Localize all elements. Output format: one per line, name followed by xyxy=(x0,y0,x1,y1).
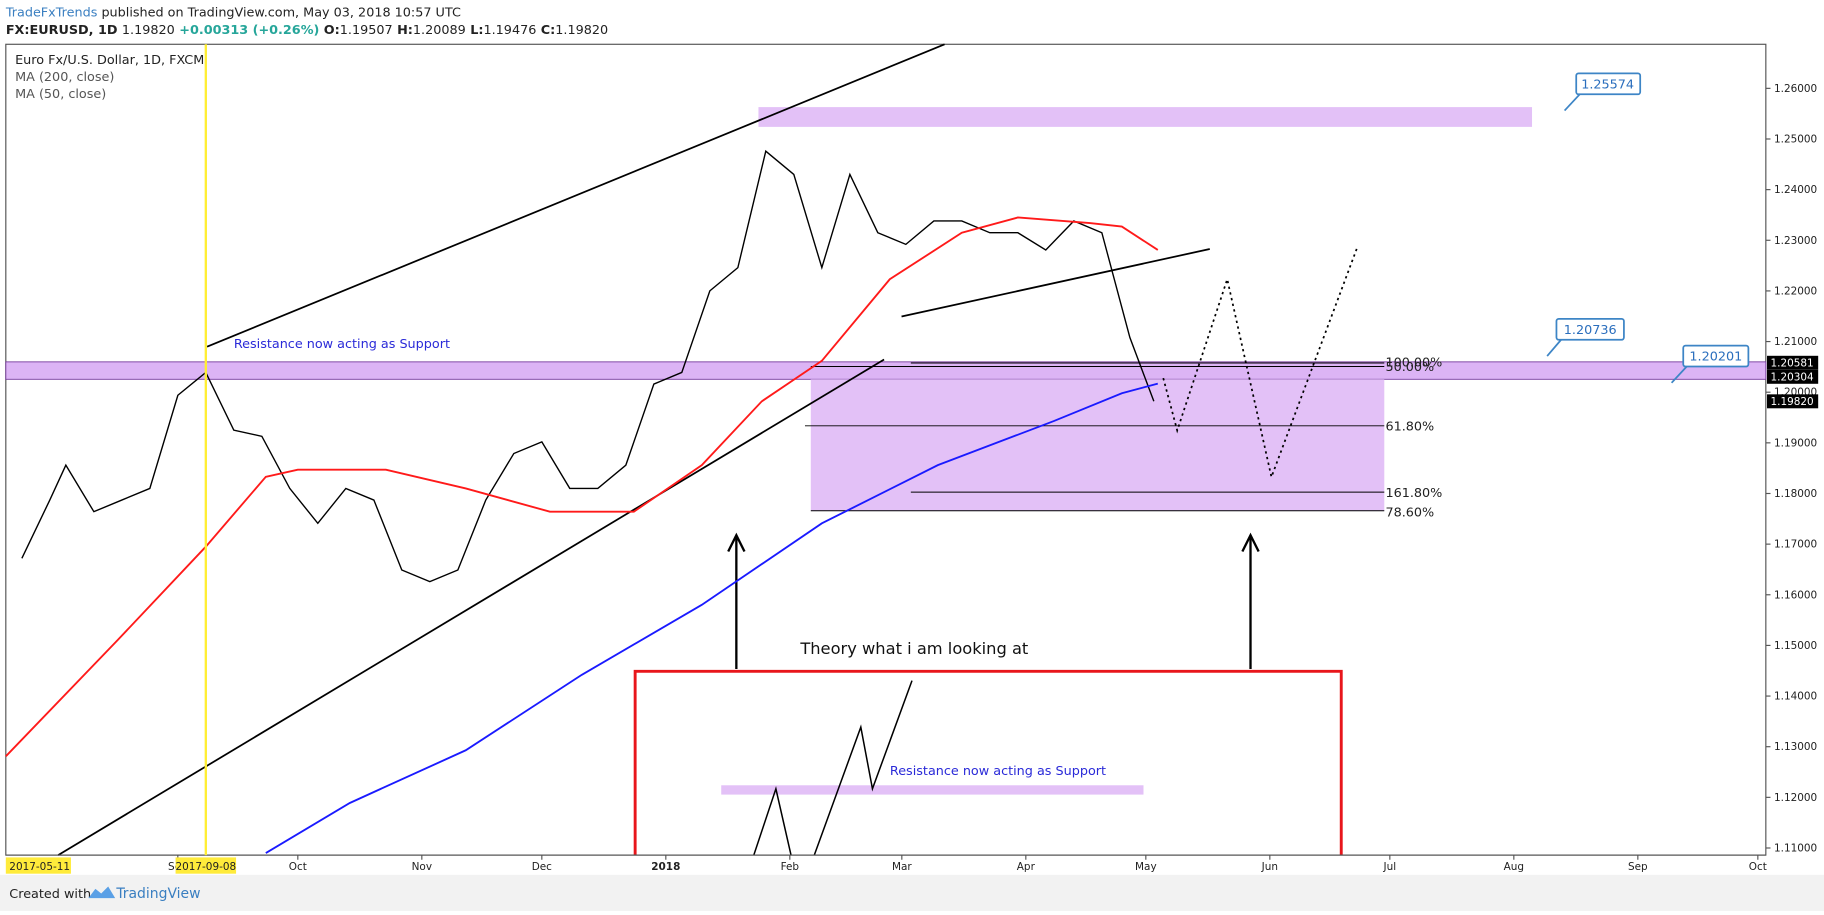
theory-path xyxy=(753,785,792,856)
published: published on TradingView.com, May 03, 20… xyxy=(101,5,461,20)
callout: 1.25574 xyxy=(1581,77,1634,92)
ohlc-value: 1.19476 xyxy=(483,23,536,38)
annotation: Resistance now acting as Support xyxy=(234,337,450,352)
x-tick-label: Dec xyxy=(532,861,552,873)
fib-label: 100.00% xyxy=(1385,356,1442,371)
theory-path xyxy=(813,680,913,856)
fib-lines xyxy=(804,362,1385,512)
arrow-head xyxy=(1241,532,1260,552)
header-line: TradeFxTrends published on TradingView.c… xyxy=(5,5,461,20)
channel-top xyxy=(206,43,945,348)
ohlc-value: 1.19820 xyxy=(555,23,608,38)
footer-brand[interactable]: TradingView xyxy=(115,886,200,902)
x-tick-label: May xyxy=(1135,861,1157,873)
price-label-box xyxy=(1767,369,1819,384)
fib-label: 50.00% xyxy=(1385,360,1434,375)
x-tick-label: Jul xyxy=(1383,861,1397,873)
callout-pointer xyxy=(1563,93,1581,112)
callout: 1.20201 xyxy=(1689,350,1742,365)
y-tick-label: 1.13000 xyxy=(1774,741,1817,753)
support-band xyxy=(5,361,1767,380)
y-tick-label: 1.24000 xyxy=(1774,184,1817,196)
trend-line xyxy=(901,248,1210,318)
callout-pointer xyxy=(1670,365,1688,384)
series-line xyxy=(21,149,1155,583)
price-label: 1.20581 xyxy=(1770,357,1813,369)
x-tick-label: Jun xyxy=(1261,861,1278,873)
callout: 1.20736 xyxy=(1564,323,1617,338)
y-tick-label: 1.18000 xyxy=(1774,488,1817,500)
x-tick-label: 2018 xyxy=(651,861,680,873)
author[interactable]: TradeFxTrends xyxy=(5,5,98,20)
ohlc-label: C: xyxy=(541,23,556,38)
callout-box xyxy=(1555,317,1625,341)
date-label: 2017-09-08 xyxy=(175,861,236,873)
series-line xyxy=(5,216,1159,757)
fib-label: 161.80% xyxy=(1385,486,1442,501)
y-tick-label: 1.23000 xyxy=(1774,235,1817,247)
ohlc-label: O: xyxy=(324,23,340,38)
logo xyxy=(88,886,116,899)
y-tick-label: 1.11000 xyxy=(1774,842,1817,854)
arrow-head xyxy=(727,532,746,552)
y-tick-label: 1.16000 xyxy=(1774,589,1817,601)
symbol-line: FX:EURUSD, 1D 1.19820 +0.00313 (+0.26%) … xyxy=(6,23,608,38)
ohlc-value: 1.20089 xyxy=(413,23,466,38)
annotation: Theory what i am looking at xyxy=(799,639,1028,658)
callout-box xyxy=(1575,72,1642,96)
price-label-box xyxy=(1767,355,1819,370)
last: 1.19820 xyxy=(122,23,175,38)
channel-bottom xyxy=(57,358,885,856)
x-tick-label: Sep xyxy=(1628,861,1648,873)
projection xyxy=(1162,246,1359,481)
price-label: 1.20304 xyxy=(1770,371,1814,383)
y-tick-label: 1.26000 xyxy=(1774,83,1817,95)
legend-entry: MA (200, close) xyxy=(15,70,114,85)
x-tick-label: Mar xyxy=(892,861,912,873)
theory-box xyxy=(633,669,1343,856)
y-tick-label: 1.15000 xyxy=(1774,640,1817,652)
symbol: FX:EURUSD, 1D xyxy=(6,23,118,38)
callout-pointer xyxy=(1546,339,1562,357)
fib-label: 61.80% xyxy=(1385,419,1434,434)
price-label: 1.19820 xyxy=(1770,396,1813,408)
series-line xyxy=(265,382,1159,854)
change: +0.00313 (+0.26%) xyxy=(179,23,319,38)
x-tick-label: Nov xyxy=(412,861,432,873)
footer-text: Created with xyxy=(9,887,91,902)
legend-entry: Euro Fx/U.S. Dollar, 1D, FXCM xyxy=(15,53,204,68)
fib-label: 78.60% xyxy=(1385,506,1434,521)
legend-entry: MA (50, close) xyxy=(15,87,106,102)
resistance-zone xyxy=(758,107,1533,127)
y-tick-label: 1.25000 xyxy=(1774,133,1817,145)
callout-box xyxy=(1682,344,1750,368)
y-tick-label: 1.22000 xyxy=(1774,285,1817,297)
y-tick-label: 1.19000 xyxy=(1774,437,1817,449)
target-zone xyxy=(810,379,1385,511)
date-label-box xyxy=(5,857,71,874)
y-tick-label: 1.14000 xyxy=(1774,691,1817,703)
footer-bar xyxy=(0,874,1824,911)
y-tick-label: 1.17000 xyxy=(1774,539,1817,551)
x-tick-label: Feb xyxy=(781,861,800,873)
price-label-box xyxy=(1767,394,1819,409)
x-tick-label: Oct xyxy=(289,861,307,873)
y-tick-label: 1.21000 xyxy=(1774,336,1817,348)
x-tick-label: Oct xyxy=(1749,861,1767,873)
date-label-box xyxy=(175,857,237,874)
annotation: Resistance now acting as Support xyxy=(890,764,1106,779)
ohlc-label: L: xyxy=(470,23,483,38)
x-tick-label: Aug xyxy=(1504,861,1524,873)
y-tick-label: 1.12000 xyxy=(1774,792,1817,804)
date-label: 2017-05-11 xyxy=(9,861,70,873)
mini-zone xyxy=(721,785,1144,795)
ohlc-label: H: xyxy=(397,23,413,38)
x-tick-label: Apr xyxy=(1017,861,1036,873)
ohlc-value: 1.19507 xyxy=(340,23,393,38)
